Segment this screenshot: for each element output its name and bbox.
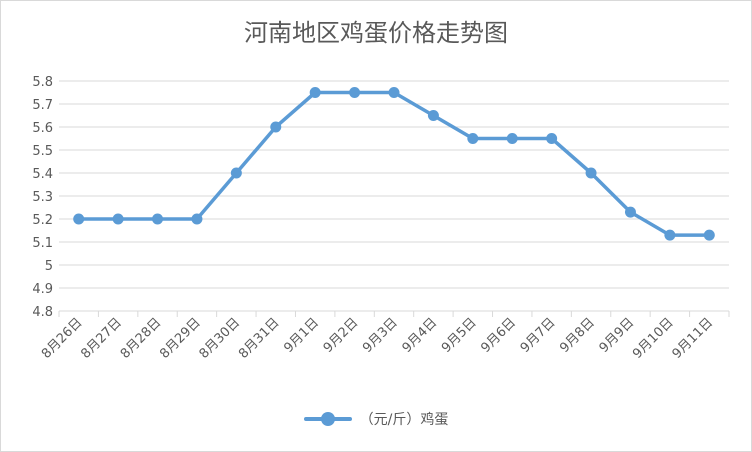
chart-title: 河南地区鸡蛋价格走势图 <box>244 19 508 47</box>
x-tick-label: 9月7日 <box>518 315 559 356</box>
x-tick-label: 9月3日 <box>360 315 401 356</box>
x-tick-label: 8月28日 <box>118 315 165 362</box>
data-point <box>467 133 479 144</box>
x-tick-label: 8月29日 <box>157 315 204 362</box>
data-point <box>73 213 85 225</box>
x-tick-label: 8月27日 <box>78 315 125 362</box>
data-point <box>349 87 361 98</box>
x-tick-label: 9月4日 <box>400 315 441 356</box>
legend-swatch-icon <box>303 409 352 429</box>
data-point <box>703 229 715 241</box>
x-tick-label: 9月11日 <box>670 315 717 362</box>
y-tick-label: 5.5 <box>32 144 53 159</box>
data-point <box>585 167 597 179</box>
data-point <box>270 121 282 133</box>
x-tick-label: 9月5日 <box>439 315 480 356</box>
data-point <box>230 167 242 179</box>
y-tick-label: 5.8 <box>32 75 53 90</box>
data-point <box>624 206 636 218</box>
data-point <box>506 133 518 144</box>
y-tick-label: 5 <box>45 259 53 274</box>
series-line <box>76 90 712 237</box>
x-tick-label: 8月30日 <box>197 315 244 362</box>
data-point <box>546 133 558 144</box>
y-tick-label: 5.2 <box>32 213 53 228</box>
y-tick-label: 4.8 <box>32 305 53 320</box>
data-point <box>112 213 124 225</box>
x-tick-label: 9月10日 <box>630 315 677 362</box>
x-tick-label: 9月8日 <box>557 315 598 356</box>
y-tick-label: 5.7 <box>32 98 53 113</box>
y-tick-label: 5.3 <box>32 190 53 205</box>
x-tick-label: 9月6日 <box>478 315 519 356</box>
y-tick-label: 4.9 <box>32 282 53 297</box>
data-point <box>309 87 321 98</box>
legend: （元/斤）鸡蛋 <box>1 407 751 431</box>
data-point <box>427 110 439 121</box>
y-tick-label: 5.1 <box>32 236 53 251</box>
x-tick-label: 9月1日 <box>281 315 322 356</box>
x-tick-label: 8月26日 <box>39 315 86 362</box>
data-point <box>191 213 203 225</box>
y-tick-label: 5.6 <box>32 121 53 136</box>
x-tick-label: 9月2日 <box>321 315 362 356</box>
legend-label: （元/斤）鸡蛋 <box>359 412 449 428</box>
data-point <box>152 213 164 225</box>
x-tick-label: 8月31日 <box>236 315 283 362</box>
data-point <box>388 87 400 98</box>
y-tick-label: 5.4 <box>32 167 53 182</box>
data-point <box>664 229 676 241</box>
